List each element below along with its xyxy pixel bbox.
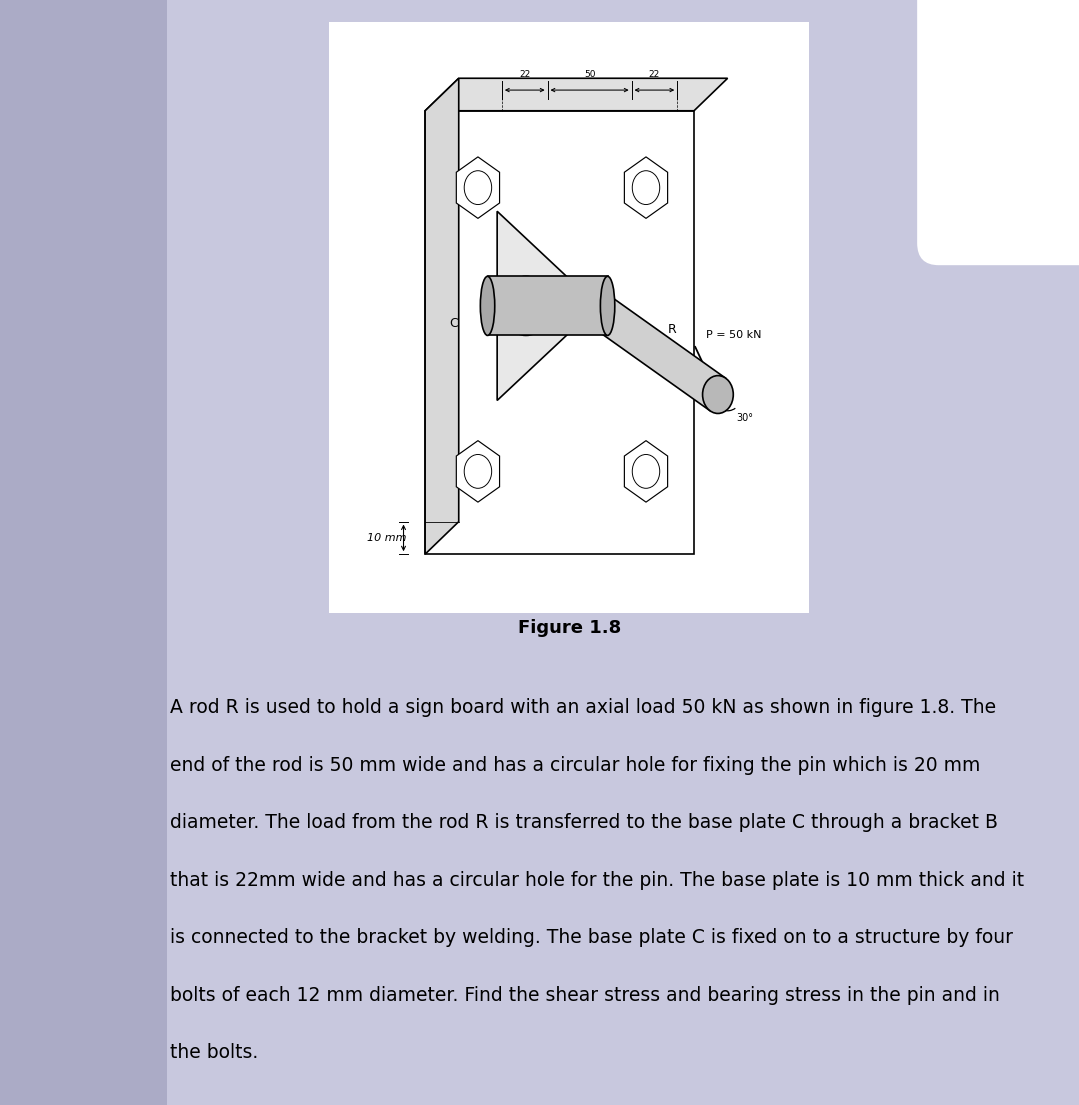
Polygon shape xyxy=(497,211,598,400)
FancyBboxPatch shape xyxy=(917,0,1079,265)
Polygon shape xyxy=(425,78,727,111)
Text: B: B xyxy=(519,308,528,322)
Text: A rod R is used to hold a sign board with an axial load 50 kN as shown in figure: A rod R is used to hold a sign board wit… xyxy=(170,698,997,717)
Polygon shape xyxy=(456,157,500,219)
Text: 50: 50 xyxy=(584,71,596,80)
Text: C: C xyxy=(450,317,459,330)
Polygon shape xyxy=(456,441,500,502)
FancyBboxPatch shape xyxy=(488,276,607,336)
Polygon shape xyxy=(586,290,725,411)
Text: 10 mm: 10 mm xyxy=(367,533,407,543)
Circle shape xyxy=(632,454,659,488)
Polygon shape xyxy=(425,78,459,555)
Text: P = 50 kN: P = 50 kN xyxy=(706,330,762,340)
Text: R: R xyxy=(668,323,677,336)
Text: 22: 22 xyxy=(519,71,531,80)
Ellipse shape xyxy=(702,376,734,413)
Text: end of the rod is 50 mm wide and has a circular hole for fixing the pin which is: end of the rod is 50 mm wide and has a c… xyxy=(170,756,981,775)
Circle shape xyxy=(632,170,659,204)
Text: Figure 1.8: Figure 1.8 xyxy=(518,619,622,636)
Ellipse shape xyxy=(574,287,613,325)
Polygon shape xyxy=(625,157,668,219)
Circle shape xyxy=(464,454,492,488)
Text: 22: 22 xyxy=(648,71,660,80)
Text: is connected to the bracket by welding. The base plate C is fixed on to a struct: is connected to the bracket by welding. … xyxy=(170,928,1013,947)
Text: bolts of each 12 mm diameter. Find the shear stress and bearing stress in the pi: bolts of each 12 mm diameter. Find the s… xyxy=(170,986,1000,1004)
Text: the bolts.: the bolts. xyxy=(170,1043,259,1062)
Polygon shape xyxy=(425,110,694,555)
Ellipse shape xyxy=(600,276,615,336)
Polygon shape xyxy=(625,441,668,502)
Text: that is 22mm wide and has a circular hole for the pin. The base plate is 10 mm t: that is 22mm wide and has a circular hol… xyxy=(170,871,1025,890)
Circle shape xyxy=(502,276,550,336)
Text: diameter. The load from the rod R is transferred to the base plate C through a b: diameter. The load from the rod R is tra… xyxy=(170,813,998,832)
Text: 30°: 30° xyxy=(736,413,753,423)
FancyBboxPatch shape xyxy=(329,22,809,613)
FancyBboxPatch shape xyxy=(0,0,167,1105)
Circle shape xyxy=(464,170,492,204)
Ellipse shape xyxy=(480,276,495,336)
